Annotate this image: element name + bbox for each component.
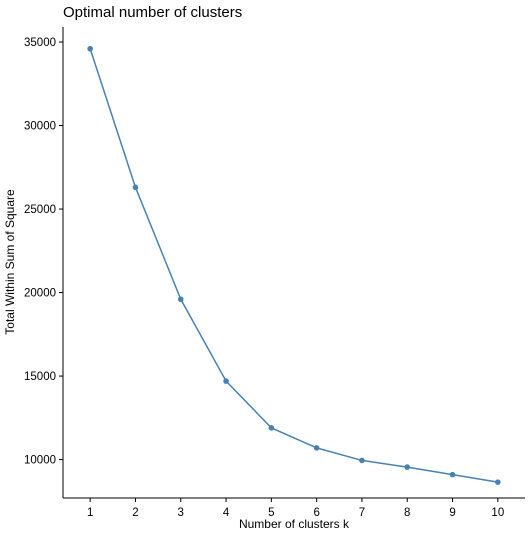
data-point	[449, 471, 456, 478]
x-tick-label: 10	[491, 507, 504, 519]
x-ticks: 1 2 3 4 5 6 7 8 9 10	[87, 498, 504, 519]
x-tick-label: 7	[359, 507, 365, 519]
series-group	[87, 45, 501, 485]
x-tick-label: 1	[87, 507, 93, 519]
y-ticks: 10000 15000 20000 25000 30000 35000	[24, 37, 63, 467]
y-tick-label: 30000	[24, 121, 56, 133]
data-point	[404, 464, 411, 470]
y-tick-label: 20000	[24, 288, 56, 300]
data-point	[313, 445, 320, 451]
data-point	[268, 425, 275, 431]
x-tick-label: 4	[223, 507, 230, 519]
y-tick-label: 35000	[24, 37, 56, 49]
data-point	[177, 296, 184, 303]
axes	[62, 27, 525, 499]
data-point	[223, 378, 229, 384]
y-tick-label: 25000	[24, 204, 56, 216]
chart-title: Optimal number of clusters	[63, 4, 242, 21]
x-tick-label: 2	[132, 507, 138, 519]
x-axis-label: Number of clusters k	[239, 517, 350, 531]
data-point	[87, 45, 93, 52]
y-tick-label: 15000	[24, 371, 56, 383]
data-point	[359, 457, 365, 464]
x-tick-label: 5	[268, 507, 274, 519]
series-line	[89, 48, 498, 483]
x-tick-label: 8	[404, 507, 410, 519]
data-point	[132, 184, 139, 191]
x-tick-label: 6	[313, 507, 319, 519]
data-point	[495, 479, 501, 485]
y-tick-label: 10000	[24, 455, 56, 467]
x-tick-label: 9	[449, 507, 455, 519]
x-tick-label: 3	[178, 507, 184, 519]
y-axis-label: Total Within Sum of Square	[3, 189, 17, 335]
